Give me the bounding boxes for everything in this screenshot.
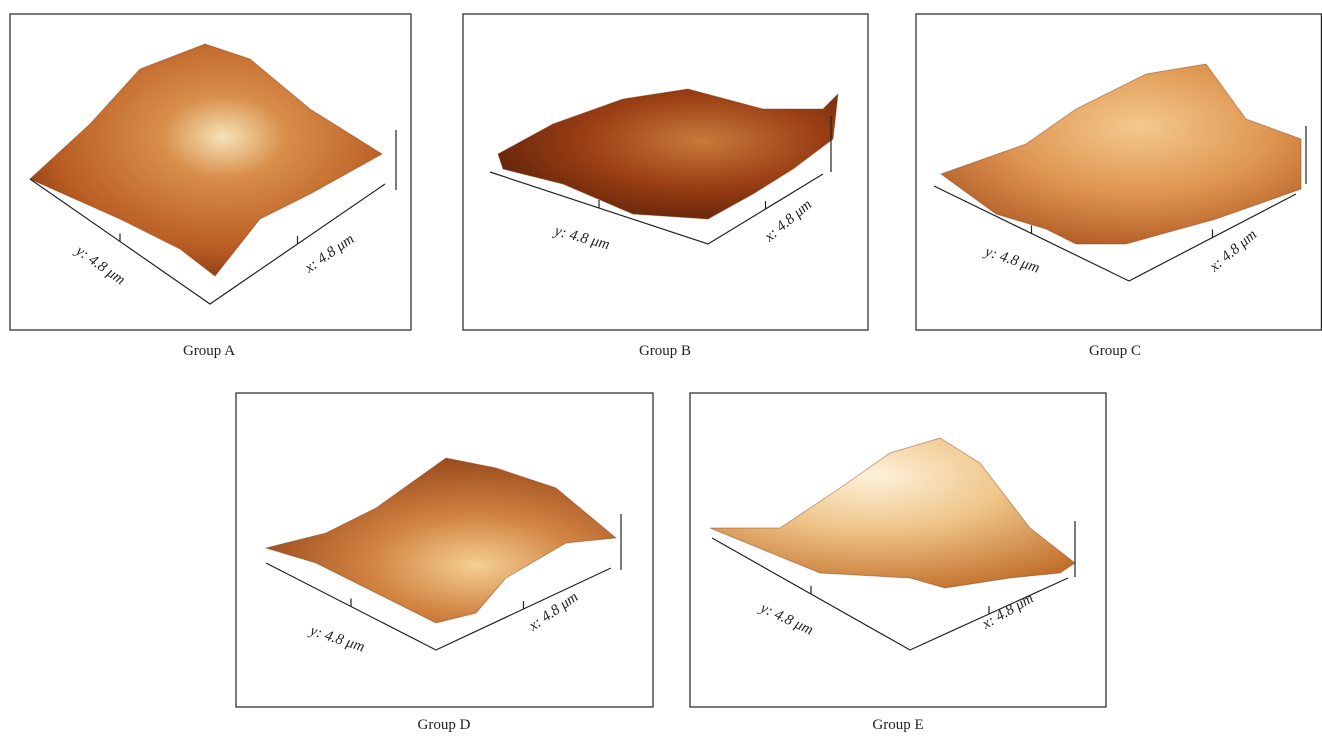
panel: y: 4.8 μm x: 4.8 μm: [690, 393, 1106, 707]
x-axis-label: x: 4.8 μm: [301, 231, 357, 277]
panel: y: 4.8 μm x: 4.8 μm: [236, 393, 653, 707]
panel-caption: Group B: [639, 343, 691, 359]
panel-caption: Group C: [1089, 343, 1141, 359]
x-axis-label: x: 4.8 μm: [1206, 227, 1260, 276]
figure: y: 4.8 μm x: 4.8 μm Group A y: 4.8 μm x: 4.8…: [0, 0, 1322, 736]
afm-surface: [710, 438, 1075, 588]
y-axis-label: y: 4.8 μm: [306, 622, 367, 655]
panel: y: 4.8 μm x: 4.8 μm: [916, 14, 1321, 330]
y-axis-label: y: 4.8 μm: [981, 243, 1042, 276]
x-axis-label: x: 4.8 μm: [761, 197, 815, 246]
x-axis-label: x: 4.8 μm: [525, 589, 581, 635]
afm-surface: [498, 89, 838, 219]
afm-surface: [941, 64, 1301, 244]
panel-caption: Group E: [872, 717, 923, 733]
y-axis-label: y: 4.8 μm: [756, 599, 816, 638]
panel-caption: Group D: [418, 717, 471, 733]
y-axis-label: y: 4.8 μm: [551, 223, 612, 254]
y-axis-label: y: 4.8 μm: [71, 242, 128, 289]
panel-caption: Group A: [183, 343, 235, 359]
panel: y: 4.8 μm x: 4.8 μm: [10, 14, 411, 330]
afm-surface: [30, 44, 382, 276]
x-axis-label: x: 4.8 μm: [979, 590, 1037, 633]
panel: y: 4.8 μm x: 4.8 μm: [463, 14, 868, 330]
